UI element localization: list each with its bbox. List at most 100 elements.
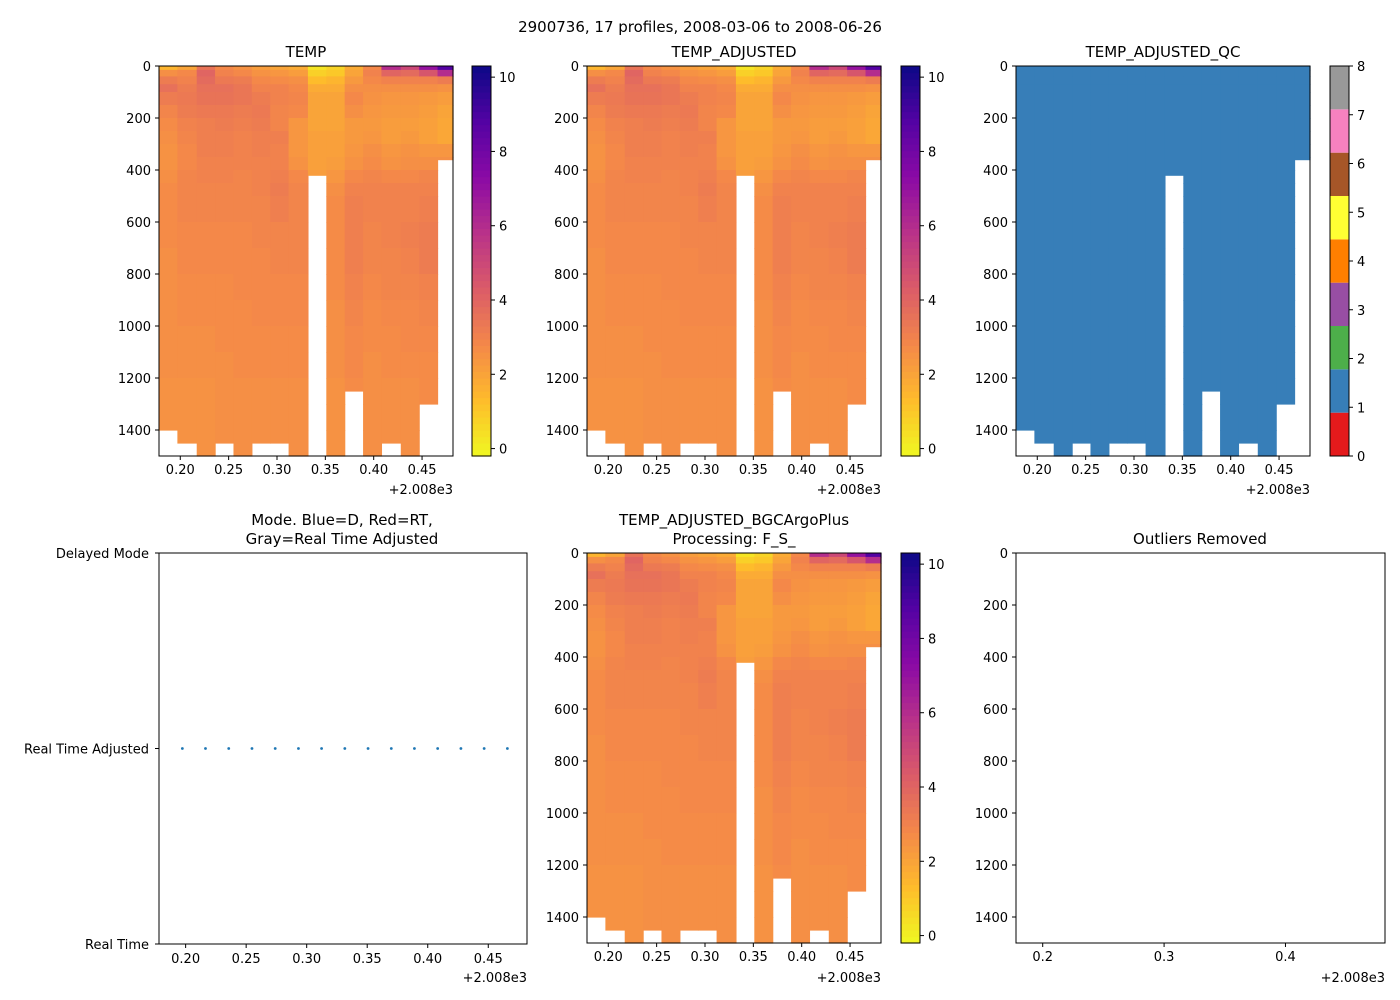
heatmap-cell (679, 553, 699, 558)
heatmap-cell (865, 66, 882, 71)
heatmap-cell (419, 222, 439, 249)
x-tick-label: 0.35 (311, 463, 340, 478)
heatmap-cell (605, 352, 626, 379)
heatmap-cell (661, 404, 681, 431)
heatmap-cell (587, 631, 606, 645)
heatmap-cell (363, 222, 383, 249)
heatmap-cell (270, 274, 290, 301)
heatmap-cell (1276, 378, 1296, 405)
y-tick-label: 200 (983, 599, 1008, 614)
heatmap-cell (809, 605, 830, 619)
heatmap-cell (1108, 170, 1128, 184)
heatmap-cell (735, 118, 755, 132)
heatmap-cell (251, 105, 271, 119)
heatmap-cell (1016, 404, 1035, 431)
heatmap-cell (735, 657, 755, 663)
x-tick-label: 0.40 (787, 950, 816, 965)
heatmap-cell (605, 787, 626, 814)
heatmap-cell (791, 430, 811, 457)
heatmap-cell (735, 553, 755, 558)
heatmap-cell (363, 326, 383, 353)
heatmap-cell (643, 761, 663, 788)
colorbar-tick-label: 10 (499, 71, 516, 86)
heatmap-cell (1016, 84, 1035, 93)
heatmap-cell (791, 787, 811, 814)
heatmap-cell (270, 196, 290, 223)
y-tick-label: 200 (126, 112, 151, 127)
heatmap-cell (624, 891, 644, 918)
heatmap-cell (698, 274, 718, 301)
heatmap-cell (1072, 170, 1092, 184)
heatmap-cell (1016, 66, 1035, 71)
heatmap-cell (1183, 274, 1203, 301)
heatmap-cell (1220, 404, 1240, 431)
heatmap-cell (809, 84, 830, 93)
heatmap-cell (1053, 76, 1073, 85)
heatmap-cell (643, 84, 663, 93)
heatmap-cell (735, 644, 755, 658)
heatmap-cell (159, 131, 178, 145)
heatmap-cell (847, 556, 867, 564)
heatmap-cell (809, 157, 830, 171)
heatmap-cell (288, 196, 309, 223)
heatmap-cell (1127, 84, 1147, 93)
heatmap-cell (1238, 326, 1259, 353)
heatmap-cell (791, 553, 811, 558)
heatmap-cell (1201, 84, 1221, 93)
heatmap-cell (754, 170, 774, 184)
heatmap-cell (624, 839, 644, 866)
heatmap-cell (381, 69, 402, 77)
panel-qc-title: TEMP_ADJUSTED_QC (1085, 43, 1241, 62)
heatmap-cell (605, 556, 626, 564)
colorbar-segment (472, 170, 491, 178)
heatmap-cell (865, 105, 882, 119)
x-tick-label: 0.45 (836, 463, 865, 478)
heatmap-cell (847, 84, 867, 93)
heatmap-cell (698, 761, 718, 788)
heatmap-cell (828, 144, 848, 158)
heatmap-cell (419, 274, 439, 301)
heatmap-cell (1257, 92, 1277, 106)
heatmap-cell (587, 300, 606, 327)
heatmap-cell (847, 378, 867, 405)
heatmap-cell (1127, 274, 1147, 301)
heatmap-cell (363, 105, 383, 119)
panel-temp-frame (158, 65, 454, 457)
heatmap-cell (716, 735, 737, 762)
heatmap-cell (1220, 300, 1240, 327)
heatmap-cell (196, 92, 216, 106)
heatmap-cell (643, 787, 663, 814)
heatmap-cell (809, 839, 830, 866)
heatmap-cell (344, 157, 364, 171)
heatmap-cell (735, 571, 755, 580)
heatmap-cell (1276, 196, 1296, 223)
heatmap-cell (809, 787, 830, 814)
heatmap-cell (233, 170, 253, 184)
heatmap-cell (1053, 170, 1073, 184)
heatmap-cell (196, 378, 216, 405)
heatmap-cell (809, 618, 830, 632)
heatmap-cell (679, 631, 699, 645)
heatmap-cell (791, 105, 811, 119)
heatmap-cell (809, 709, 830, 736)
heatmap-cell (159, 144, 178, 158)
y-tick-label: 1000 (975, 807, 1008, 822)
heatmap-cell (772, 92, 792, 106)
heatmap-cell (177, 157, 198, 171)
heatmap-cell (643, 248, 663, 275)
heatmap-cell (828, 404, 848, 431)
heatmap-cell (679, 66, 699, 71)
heatmap-cell (233, 105, 253, 119)
colorbar-segment (901, 397, 920, 405)
heatmap-cell (326, 183, 346, 197)
heatmap-cell (698, 605, 718, 619)
heatmap-cell (643, 131, 663, 145)
heatmap-cell (661, 326, 681, 353)
heatmap-cell (1034, 170, 1055, 184)
heatmap-cell (159, 196, 178, 223)
heatmap-cell (828, 605, 848, 619)
heatmap-cell (288, 76, 309, 85)
heatmap-cell (624, 917, 644, 944)
heatmap-cell (679, 579, 699, 593)
